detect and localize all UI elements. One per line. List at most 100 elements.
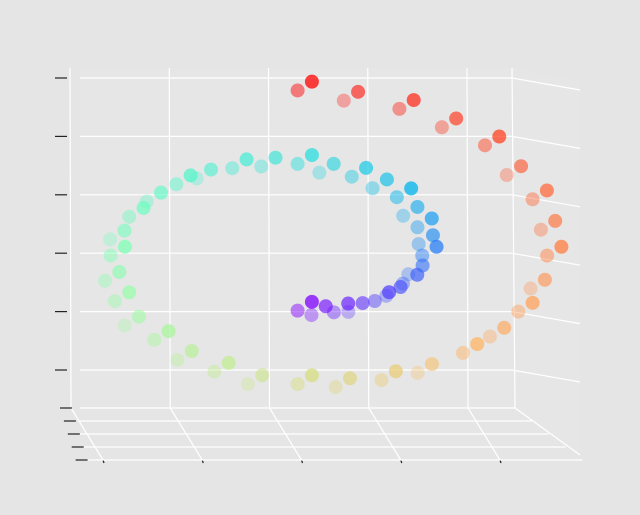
point — [117, 318, 132, 333]
point — [351, 84, 366, 99]
point — [365, 181, 380, 196]
pane-edge — [514, 407, 581, 456]
point — [497, 320, 512, 335]
point — [379, 172, 394, 187]
point — [470, 337, 485, 352]
point — [425, 228, 440, 243]
point — [221, 355, 236, 370]
point — [396, 208, 411, 223]
point — [304, 74, 319, 89]
point — [434, 120, 449, 135]
point — [341, 296, 356, 311]
grid-line — [69, 67, 72, 409]
point — [411, 237, 426, 252]
point — [255, 368, 270, 383]
point — [170, 352, 185, 367]
point — [523, 281, 538, 296]
point — [122, 209, 137, 224]
point — [410, 267, 425, 282]
point — [477, 138, 492, 153]
point — [415, 248, 430, 263]
point — [112, 264, 127, 279]
point — [359, 160, 374, 175]
pane-edge — [511, 67, 516, 409]
point — [131, 309, 146, 324]
point — [554, 239, 569, 254]
grid-line — [511, 369, 581, 383]
point — [342, 371, 357, 386]
point — [537, 272, 552, 287]
point — [410, 365, 425, 380]
points — [98, 74, 569, 395]
point — [147, 332, 162, 347]
point — [117, 223, 132, 238]
grid-line — [168, 67, 171, 409]
point — [392, 101, 407, 116]
point — [429, 239, 444, 254]
point — [239, 152, 254, 167]
point — [533, 222, 548, 237]
point — [169, 177, 184, 192]
point — [424, 211, 439, 226]
point — [406, 93, 421, 108]
point — [290, 156, 305, 171]
point — [499, 168, 514, 183]
grid-line — [511, 194, 581, 208]
point — [328, 380, 343, 395]
point — [98, 273, 113, 288]
point — [410, 220, 425, 235]
point — [525, 295, 540, 310]
point — [318, 299, 333, 314]
point — [404, 181, 419, 196]
point — [389, 190, 404, 205]
point — [103, 232, 118, 247]
point — [312, 165, 327, 180]
grid-line — [511, 77, 581, 91]
point — [290, 303, 305, 318]
point — [355, 296, 370, 311]
point — [424, 357, 439, 372]
point — [225, 161, 240, 176]
point — [492, 129, 507, 144]
point — [107, 294, 122, 309]
point — [455, 345, 470, 360]
point — [117, 239, 132, 254]
point — [254, 159, 269, 174]
point — [482, 329, 497, 344]
point — [122, 285, 137, 300]
point — [388, 364, 403, 379]
point — [240, 377, 255, 392]
point — [326, 156, 341, 171]
point — [548, 213, 563, 228]
point — [290, 377, 305, 392]
grid-line — [367, 67, 370, 409]
point — [290, 83, 305, 98]
point — [103, 248, 118, 263]
point — [367, 294, 382, 309]
point — [344, 169, 359, 184]
point — [514, 159, 529, 174]
point — [525, 192, 540, 207]
grid-line — [511, 252, 581, 266]
point — [449, 111, 464, 126]
point — [374, 373, 389, 388]
point — [204, 162, 219, 177]
grid-line — [466, 67, 469, 409]
point — [410, 199, 425, 214]
pane — [80, 68, 580, 455]
point — [268, 150, 283, 165]
point — [336, 93, 351, 108]
point — [154, 185, 169, 200]
point — [540, 248, 555, 263]
point — [304, 308, 319, 323]
point — [183, 168, 198, 183]
point — [136, 200, 151, 215]
point — [304, 148, 319, 163]
axes — [55, 67, 583, 464]
point — [539, 183, 554, 198]
grid-line — [267, 67, 271, 409]
point — [207, 364, 222, 379]
grid-line — [511, 135, 581, 149]
